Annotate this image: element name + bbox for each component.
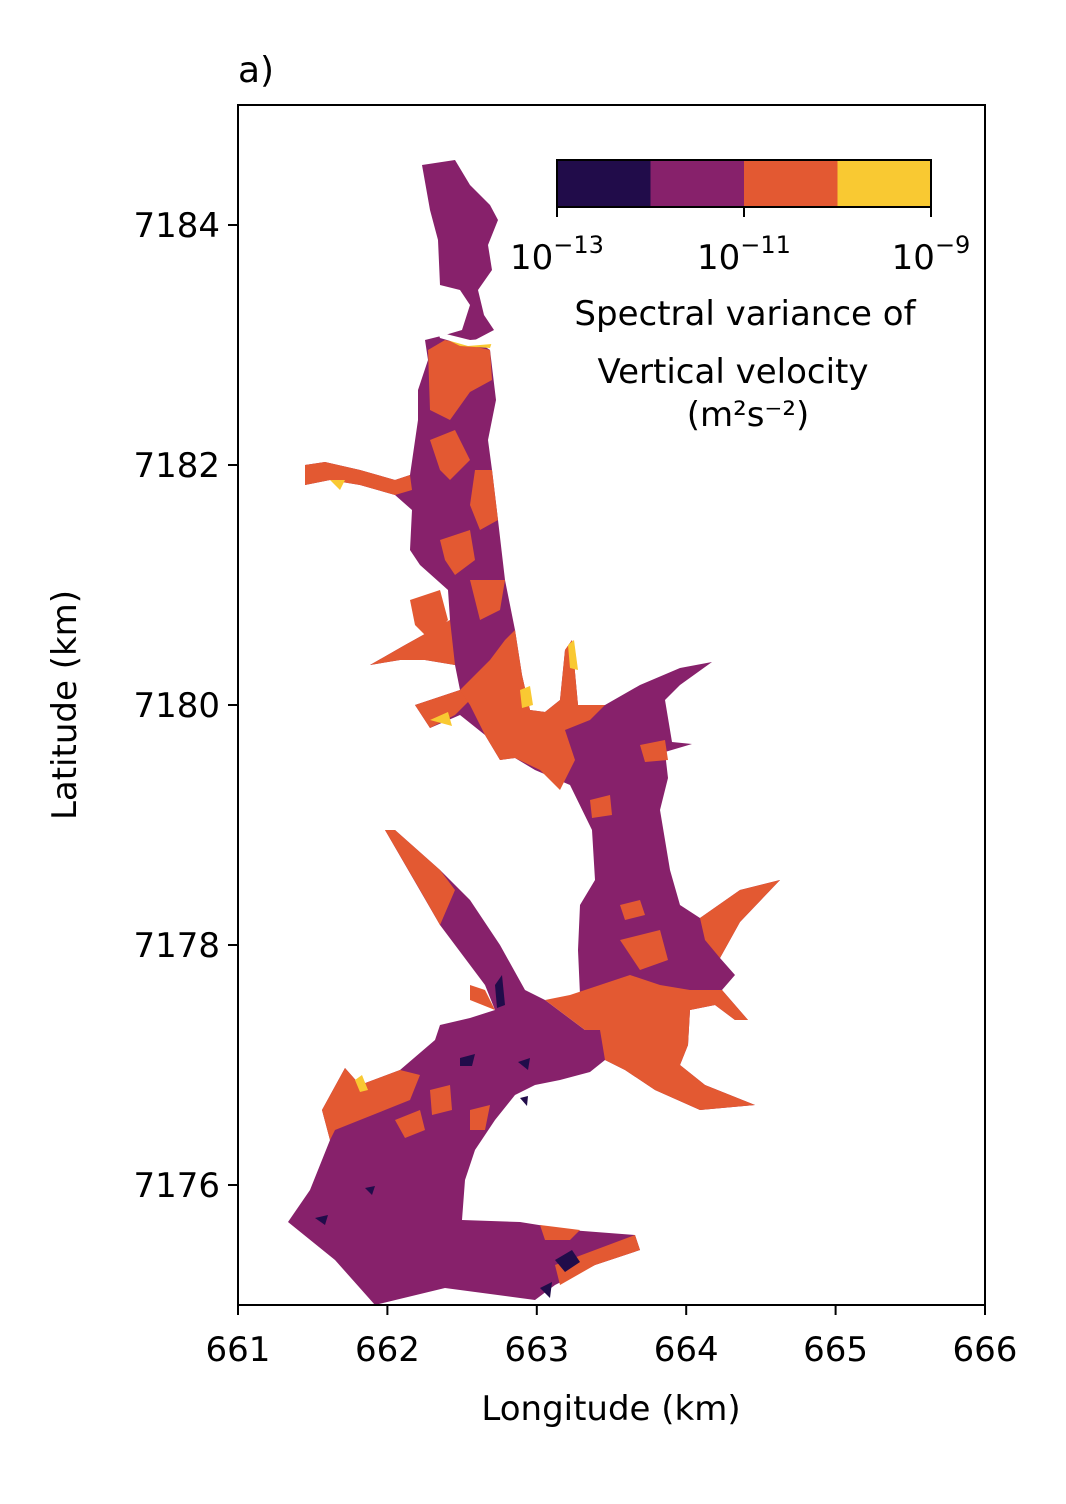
panel-label: a) [238,50,274,91]
y-tick-label: 7176 [133,1166,220,1206]
colorbar-segment [837,160,931,207]
colorbar-tick-label: 10−9 [892,231,971,278]
x-axis-label: Longitude (km) [481,1389,740,1429]
colorbar: 10−13 10−11 10−9 [510,159,971,278]
x-tick-label: 661 [206,1330,271,1370]
y-axis-ticks: 7176 7178 7180 7182 7184 [133,206,238,1206]
colorbar-segment [557,160,651,207]
colorbar-segment [744,160,838,207]
y-tick-label: 7184 [133,206,220,246]
x-tick-label: 663 [504,1330,569,1370]
x-tick-label: 662 [355,1330,420,1370]
colorbar-tick-label: 10−13 [510,231,604,278]
variance-level-0-patches [315,975,580,1298]
y-axis-label: Latitude (km) [45,590,85,820]
colorbar-segment [650,160,744,207]
lake-narrows-gap [438,332,494,346]
y-tick-label: 7182 [133,446,220,486]
lake-map [288,160,780,1305]
y-tick-label: 7180 [133,686,220,726]
colorbar-label-line1: Spectral variance of [574,294,916,334]
x-axis-ticks: 661 662 663 664 665 666 [206,1305,1018,1370]
colorbar-tick-label: 10−11 [697,231,791,278]
x-tick-label: 664 [654,1330,719,1370]
y-tick-label: 7178 [133,926,220,966]
colorbar-label-line2: Vertical velocity [598,352,869,392]
colorbar-label-line3: (m²s⁻²) [687,395,810,435]
variance-level-2-patches [305,340,780,1285]
x-tick-label: 666 [953,1330,1018,1370]
x-tick-label: 665 [803,1330,868,1370]
